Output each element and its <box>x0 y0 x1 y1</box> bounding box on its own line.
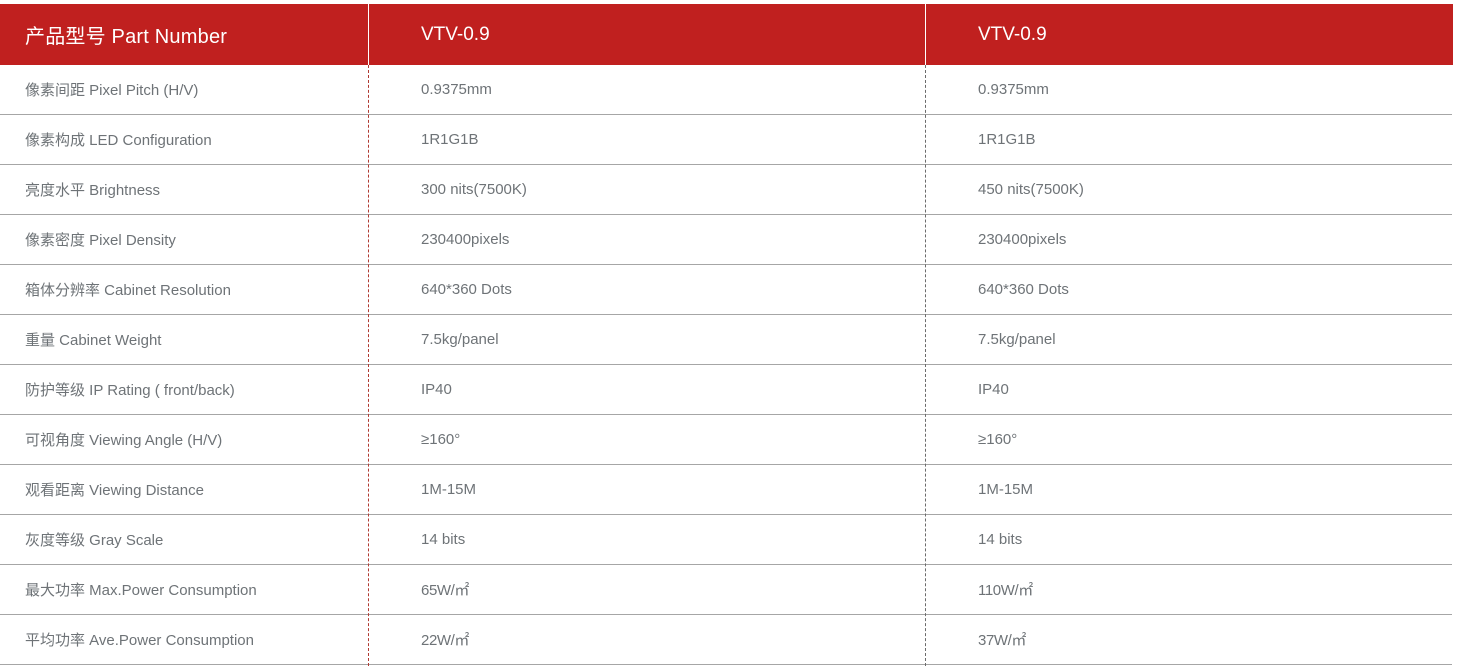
row-value-col2: 230400pixels <box>978 231 1067 248</box>
row-label: 可视角度 Viewing Angle (H/V) <box>25 432 223 449</box>
row-value-col2: 7.5kg/panel <box>978 331 1056 348</box>
header-cell-part-number: 产品型号 Part Number <box>25 26 228 48</box>
row-value-col1: IP40 <box>421 381 452 398</box>
row-label: 亮度水平 Brightness <box>25 182 161 199</box>
table-row: 观看距离 Viewing Distance 1M-15M 1M-15M <box>0 465 1452 515</box>
table-row: 像素密度 Pixel Density 230400pixels 230400pi… <box>0 215 1452 265</box>
row-label: 防护等级 IP Rating ( front/back) <box>25 382 235 399</box>
table-row: 像素构成 LED Configuration 1R1G1B 1R1G1B <box>0 115 1452 165</box>
row-value-col2: 1M-15M <box>978 481 1034 498</box>
row-value-col2: 1R1G1B <box>978 131 1036 148</box>
row-value-col2: 640*360 Dots <box>978 281 1069 298</box>
header-cell-model-1: VTV-0.9 <box>368 4 925 65</box>
row-label: 像素间距 Pixel Pitch (H/V) <box>25 82 199 99</box>
table-row: 最大功率 Max.Power Consumption 65W/㎡ 110W/㎡ <box>0 565 1452 615</box>
row-value-col2: ≥160° <box>978 431 1018 448</box>
row-label: 像素构成 LED Configuration <box>25 132 212 149</box>
row-value-col2: 110W/㎡ <box>978 582 1033 599</box>
row-value-col1: 300 nits(7500K) <box>421 181 527 198</box>
table-header-row: 产品型号 Part Number VTV-0.9 VTV-0.9 <box>0 4 1453 65</box>
row-label: 重量 Cabinet Weight <box>25 332 162 349</box>
table-row: 像素间距 Pixel Pitch (H/V) 0.9375mm 0.9375mm <box>0 65 1452 115</box>
row-label: 灰度等级 Gray Scale <box>25 532 164 549</box>
row-value-col1: 640*360 Dots <box>421 281 512 298</box>
row-label: 观看距离 Viewing Distance <box>25 482 204 499</box>
row-value-col1: 65W/㎡ <box>421 582 470 599</box>
table-row: 亮度水平 Brightness 300 nits(7500K) 450 nits… <box>0 165 1452 215</box>
table-body: 像素间距 Pixel Pitch (H/V) 0.9375mm 0.9375mm… <box>0 65 1457 665</box>
table-row: 防护等级 IP Rating ( front/back) IP40 IP40 <box>0 365 1452 415</box>
row-value-col1: 1M-15M <box>421 481 477 498</box>
row-value-col1: 230400pixels <box>421 231 510 248</box>
table-row: 可视角度 Viewing Angle (H/V) ≥160° ≥160° <box>0 415 1452 465</box>
row-value-col2: 37W/㎡ <box>978 632 1027 649</box>
table-row: 重量 Cabinet Weight 7.5kg/panel 7.5kg/pane… <box>0 315 1452 365</box>
row-value-col2: 14 bits <box>978 531 1023 548</box>
row-value-col1: 7.5kg/panel <box>421 331 499 348</box>
row-label: 箱体分辨率 Cabinet Resolution <box>25 282 231 299</box>
header-cell-model-2: VTV-0.9 <box>925 4 1453 65</box>
row-label: 平均功率 Ave.Power Consumption <box>25 632 254 649</box>
row-value-col1: 14 bits <box>421 531 466 548</box>
row-value-col1: 22W/㎡ <box>421 632 470 649</box>
table-row: 平均功率 Ave.Power Consumption 22W/㎡ 37W/㎡ <box>0 615 1452 665</box>
row-value-col2: 450 nits(7500K) <box>978 181 1084 198</box>
table-row: 箱体分辨率 Cabinet Resolution 640*360 Dots 64… <box>0 265 1452 315</box>
row-value-col2: IP40 <box>978 381 1009 398</box>
row-value-col1: 0.9375mm <box>421 81 492 98</box>
row-value-col2: 0.9375mm <box>978 81 1049 98</box>
row-value-col1: 1R1G1B <box>421 131 479 148</box>
row-label: 像素密度 Pixel Density <box>25 232 176 249</box>
row-label: 最大功率 Max.Power Consumption <box>25 582 257 599</box>
row-value-col1: ≥160° <box>421 431 461 448</box>
table-row: 灰度等级 Gray Scale 14 bits 14 bits <box>0 515 1452 565</box>
